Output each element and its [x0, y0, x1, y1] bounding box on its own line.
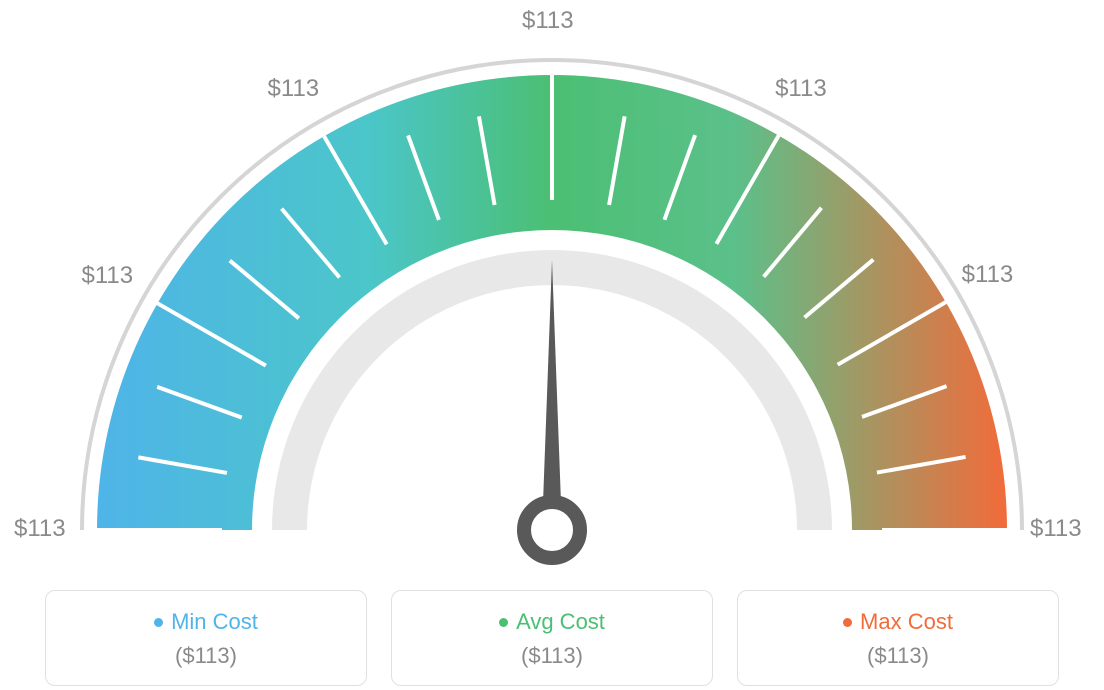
legend-title-max: Max Cost: [843, 609, 953, 635]
gauge-tick-label: $113: [268, 75, 320, 103]
gauge-tick-label: $113: [775, 75, 827, 103]
gauge-chart: $113 $113 $113 $113 $113 $113 $113: [0, 0, 1104, 590]
gauge-svg: [0, 0, 1104, 590]
gauge-tick-label: $113: [1030, 515, 1082, 543]
legend-title-min: Min Cost: [154, 609, 258, 635]
legend-label-min: Min Cost: [171, 609, 258, 635]
legend-value-avg: ($113): [392, 643, 712, 669]
legend-card-avg: Avg Cost ($113): [391, 590, 713, 686]
legend-value-max: ($113): [738, 643, 1058, 669]
legend-card-min: Min Cost ($113): [45, 590, 367, 686]
gauge-tick-label: $113: [962, 261, 1014, 289]
legend-title-avg: Avg Cost: [499, 609, 605, 635]
gauge-tick-label: $113: [82, 262, 134, 290]
legend-label-avg: Avg Cost: [516, 609, 605, 635]
legend-label-max: Max Cost: [860, 609, 953, 635]
legend-value-min: ($113): [46, 643, 366, 669]
legend: Min Cost ($113) Avg Cost ($113) Max Cost…: [0, 590, 1104, 686]
gauge-tick-label: $113: [14, 515, 66, 543]
legend-card-max: Max Cost ($113): [737, 590, 1059, 686]
gauge-tick-label: $113: [522, 7, 574, 35]
